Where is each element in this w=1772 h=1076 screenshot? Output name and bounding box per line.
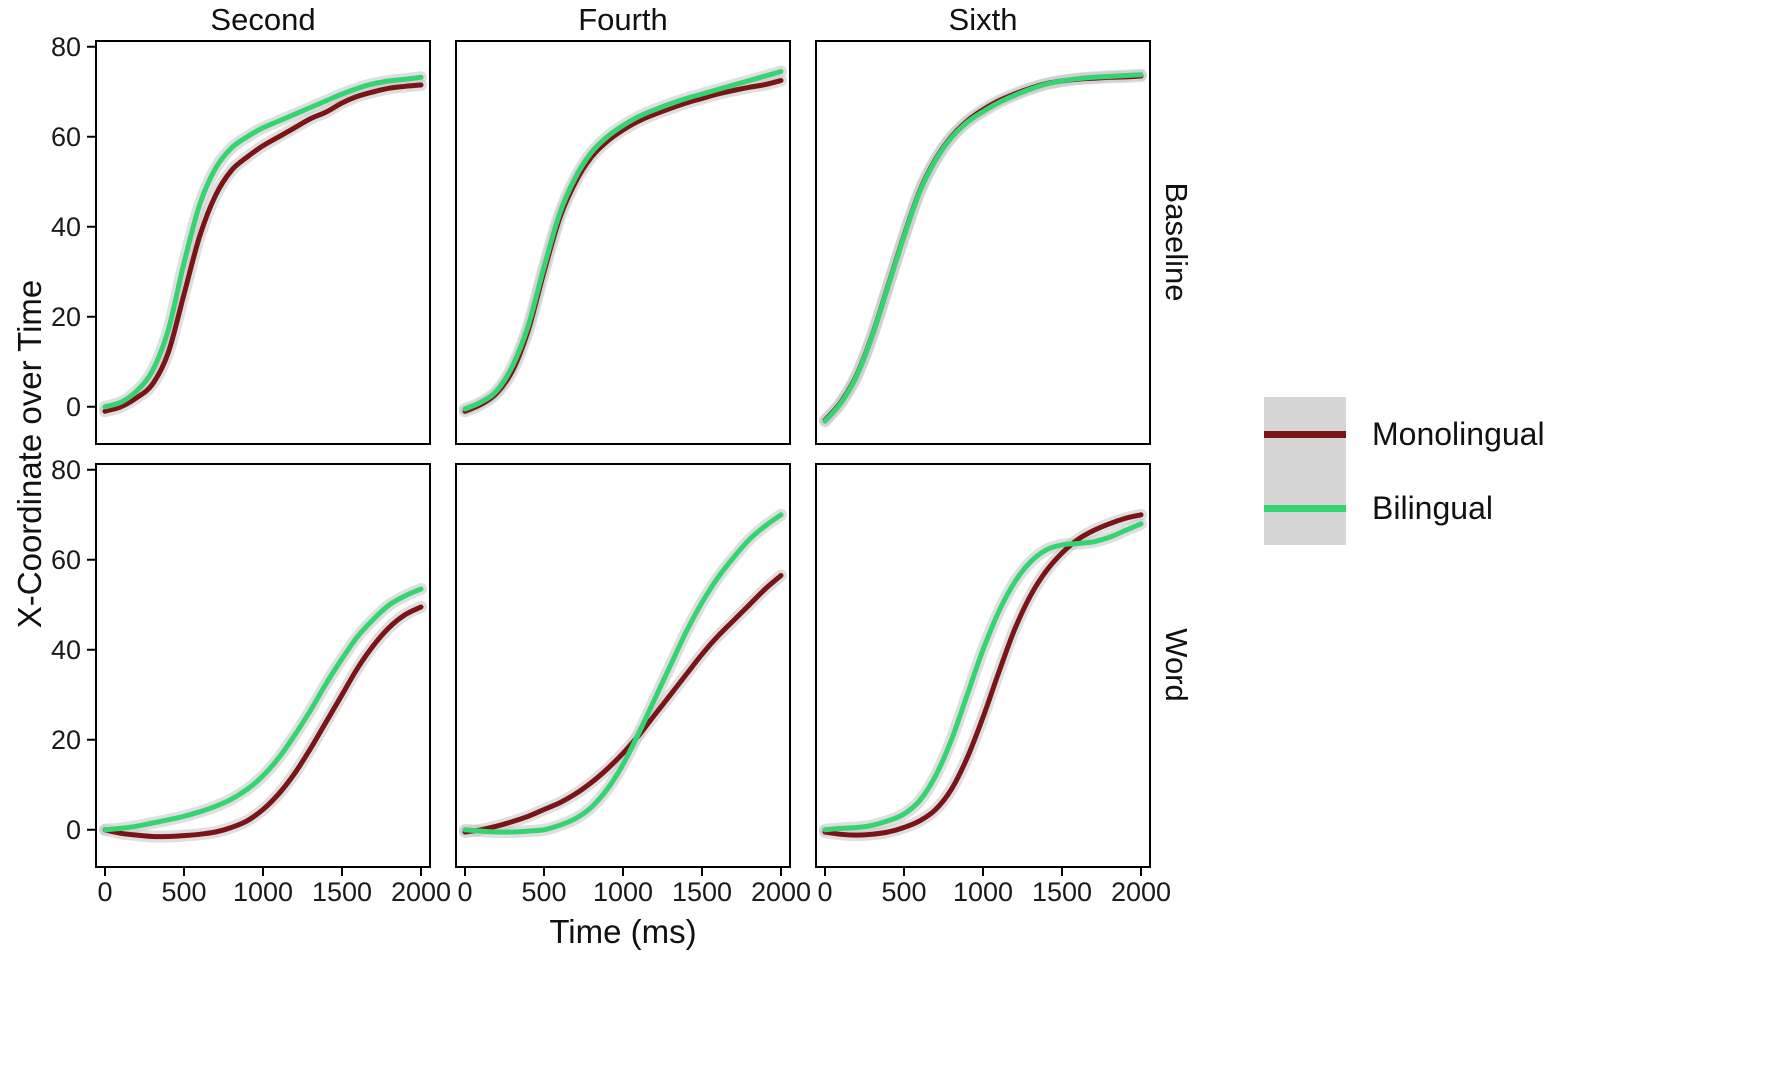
panel-word-second <box>99 583 427 843</box>
x-tick-label: 2000 <box>751 877 811 907</box>
series-line-bilingual <box>822 72 1144 424</box>
y-tick-label: 80 <box>51 455 81 485</box>
panel-border <box>455 40 791 445</box>
facet-column-title-sixth: Sixth <box>948 2 1018 37</box>
series-line-monolingual <box>102 82 424 414</box>
series-line-monolingual <box>822 512 1144 838</box>
ci-ribbon-bilingual <box>459 65 787 415</box>
y-tick-label: 20 <box>51 725 81 755</box>
panel-border <box>455 463 791 868</box>
y-tick-label: 0 <box>66 392 81 422</box>
y-tick-label: 40 <box>51 212 81 242</box>
ci-ribbon-monolingual <box>819 508 1147 842</box>
panel-baseline-second <box>99 71 427 418</box>
panel-border <box>815 40 1151 445</box>
series-line-monolingual <box>462 573 784 835</box>
legend-line-swatch-bilingual <box>1264 504 1346 512</box>
ci-ribbon-bilingual <box>99 583 427 836</box>
y-tick-label: 60 <box>51 122 81 152</box>
x-tick-label: 1000 <box>593 877 653 907</box>
legend-key-monolingual <box>1264 397 1346 471</box>
panel-border <box>95 40 431 445</box>
y-tick-label: 40 <box>51 635 81 665</box>
series-line-bilingual <box>102 586 424 833</box>
panel-border <box>815 463 1151 868</box>
panel-word-sixth <box>819 508 1147 842</box>
series-line-monolingual <box>102 604 424 840</box>
series-line-bilingual <box>822 521 1144 833</box>
panel-word-fourth <box>459 508 787 839</box>
legend-item-bilingual: Bilingual <box>1264 471 1545 545</box>
x-tick-label: 1500 <box>1032 877 1092 907</box>
ci-ribbon-monolingual <box>819 70 1147 427</box>
legend-line-swatch-monolingual <box>1264 430 1346 438</box>
legend-label-monolingual: Monolingual <box>1372 415 1545 452</box>
legend-label-bilingual: Bilingual <box>1372 489 1493 526</box>
facet-row-label-baseline: Baseline <box>1159 182 1194 302</box>
x-tick-label: 2000 <box>391 877 451 907</box>
ci-ribbon-bilingual <box>819 517 1147 836</box>
panel-baseline-sixth <box>819 68 1147 428</box>
legend-key-bilingual <box>1264 471 1346 545</box>
x-tick-label: 500 <box>521 877 566 907</box>
x-tick-label: 0 <box>817 877 832 907</box>
panel-baseline-fourth <box>459 65 787 418</box>
y-tick-label: 20 <box>51 302 81 332</box>
x-tick-label: 500 <box>881 877 926 907</box>
ci-ribbon-bilingual <box>459 508 787 839</box>
y-tick-label: 60 <box>51 545 81 575</box>
series-line-monolingual <box>822 73 1144 423</box>
facet-column-title-fourth: Fourth <box>578 2 668 37</box>
legend: Monolingual Bilingual <box>1264 397 1545 545</box>
x-tick-label: 2000 <box>1111 877 1171 907</box>
facet-row-label-word: Word <box>1159 628 1194 702</box>
series-line-bilingual <box>462 69 784 412</box>
legend-item-monolingual: Monolingual <box>1264 397 1545 471</box>
y-axis-title: X-Coordinate over Time <box>11 279 48 629</box>
x-tick-label: 0 <box>97 877 112 907</box>
x-tick-label: 500 <box>161 877 206 907</box>
series-line-bilingual <box>462 512 784 835</box>
x-tick-label: 1000 <box>233 877 293 907</box>
facet-column-title-second: Second <box>210 2 316 37</box>
x-axis-title: Time (ms) <box>549 913 697 950</box>
x-tick-label: 1000 <box>953 877 1013 907</box>
x-tick-label: 1500 <box>312 877 372 907</box>
ci-ribbon-bilingual <box>819 68 1147 428</box>
y-tick-label: 0 <box>66 815 81 845</box>
ci-ribbon-monolingual <box>459 569 787 838</box>
y-tick-label: 80 <box>51 32 81 62</box>
x-tick-label: 1500 <box>672 877 732 907</box>
series-line-bilingual <box>102 74 424 410</box>
panel-border <box>95 463 431 868</box>
x-tick-label: 0 <box>457 877 472 907</box>
